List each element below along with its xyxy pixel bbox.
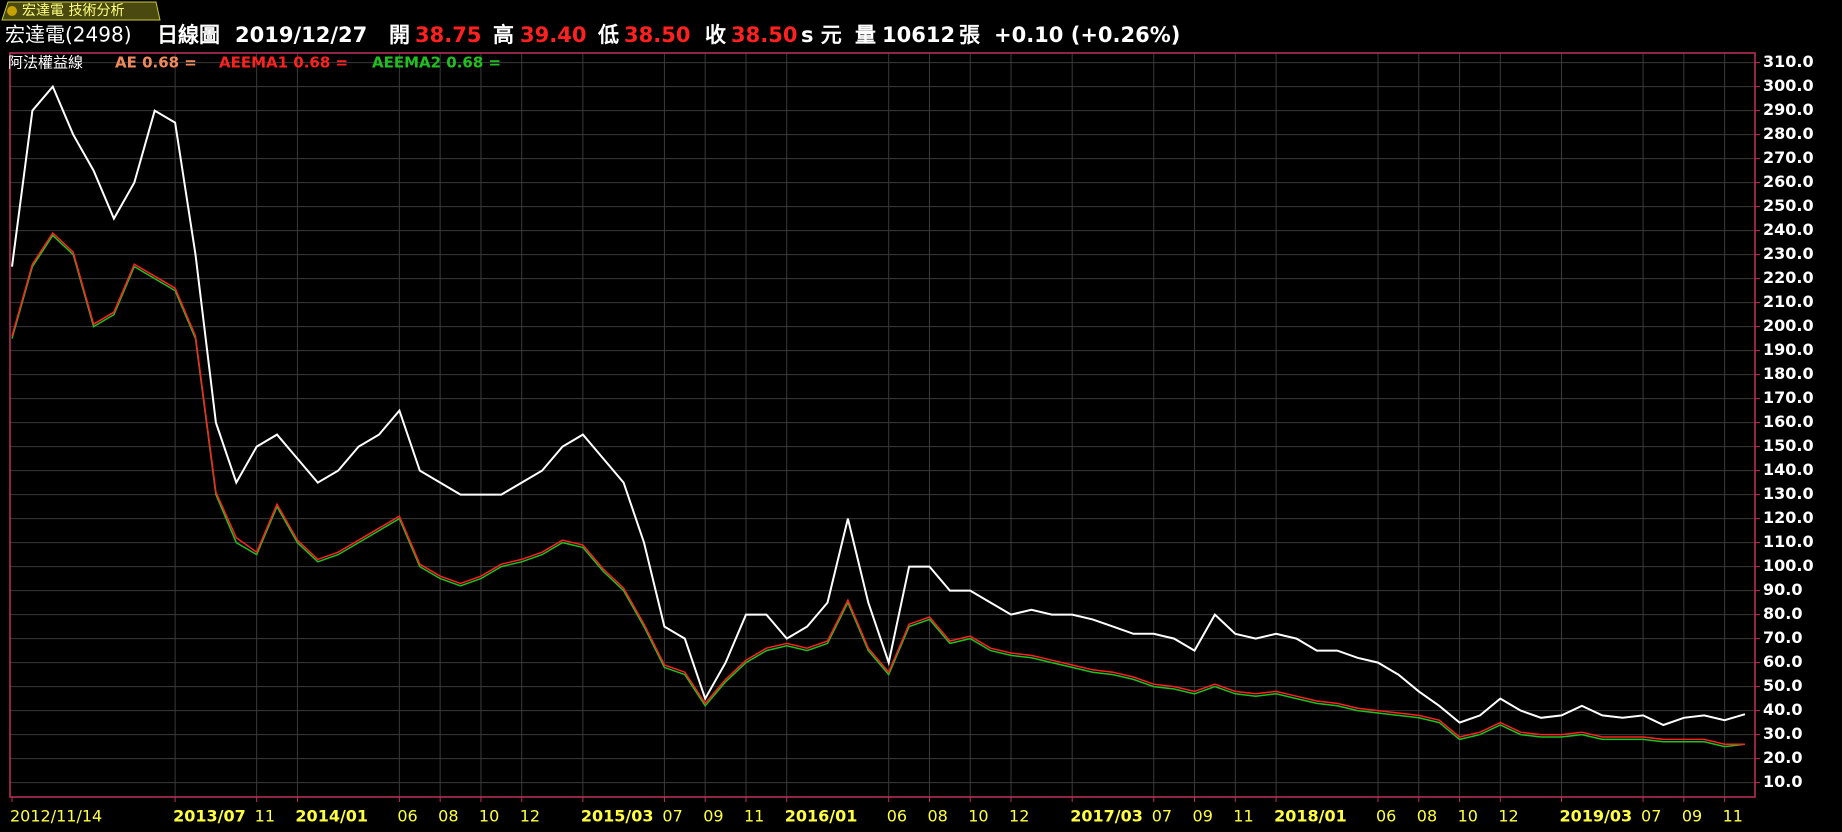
y-tick-label: 50.0 [1763,676,1802,695]
x-tick-label: 11 [744,807,764,826]
x-tick-label: 11 [1233,807,1253,826]
x-tick-label: 2019/03 [1560,807,1633,826]
y-tick-label: 60.0 [1763,652,1802,671]
period: 日線圖 [157,23,220,47]
y-tick-label: 160.0 [1763,412,1814,431]
y-tick-label: 180.0 [1763,364,1814,383]
chart-title: 阿法權益線 [8,54,83,72]
x-tick-label: 06 [887,807,907,826]
symbol: 宏達電(2498) [5,23,132,47]
legend-entry: AEEMA1 0.68 = [219,54,348,72]
y-tick-label: 240.0 [1763,220,1814,239]
x-tick-label: 08 [438,807,458,826]
x-tick-label: 2014/01 [295,807,368,826]
legend-entry: AE 0.68 = [115,54,197,72]
x-tick-label: 2012/11/14 [10,807,102,826]
date: 2019/12/27 [235,23,367,47]
y-tick-label: 220.0 [1763,268,1814,287]
y-tick-label: 310.0 [1763,52,1814,71]
low-label: 低 [597,23,619,47]
x-tick-label: 10 [479,807,499,826]
y-tick-label: 40.0 [1763,700,1802,719]
y-tick-label: 70.0 [1763,628,1802,647]
header: 宏達電(2498) 日線圖 2019/12/27 開 38.75 高 39.40… [5,23,1180,48]
x-tick-label: 12 [520,807,540,826]
y-tick-label: 110.0 [1763,532,1814,551]
x-tick-label: 09 [1193,807,1213,826]
x-tick-label: 07 [1641,807,1661,826]
high: 39.40 [520,23,586,47]
series-line [11,234,1746,748]
y-tick-label: 100.0 [1763,556,1814,575]
volume-unit: 張 [959,23,981,47]
y-tick-label: 230.0 [1763,244,1814,263]
tab[interactable] [1,1,161,21]
series-line [11,231,1745,745]
y-tick-label: 300.0 [1763,76,1814,95]
x-tick-label: 10 [1458,807,1478,826]
y-tick-label: 270.0 [1763,148,1814,167]
y-tick-label: 210.0 [1763,292,1814,311]
y-tick-label: 120.0 [1763,508,1814,527]
close: 38.50 [731,23,797,47]
x-tick-label: 08 [927,807,947,826]
x-tick-label: 11 [1723,807,1743,826]
x-tick-label: 2013/07 [173,807,246,826]
x-tick-label: 07 [1152,807,1172,826]
tab-title[interactable]: 宏達電 技術分析 [22,3,124,19]
x-tick-label: 2017/03 [1070,807,1143,826]
plot-frame [9,52,1756,798]
y-tick-label: 90.0 [1763,580,1802,599]
change: +0.10 (+0.26%) [994,23,1180,47]
high-label: 高 [493,23,514,47]
unit: s 元 [801,23,842,47]
series-line [11,84,1746,727]
y-tick-label: 170.0 [1763,388,1814,407]
x-tick-label: 09 [1682,807,1702,826]
x-tick-label: 07 [662,807,682,826]
open: 38.75 [415,23,481,47]
y-tick-label: 200.0 [1763,316,1814,335]
y-tick-label: 130.0 [1763,484,1814,503]
x-tick-label: 12 [1009,807,1029,826]
x-tick-label: 12 [1498,807,1518,826]
x-tick-label: 10 [968,807,988,826]
x-tick-label: 08 [1417,807,1437,826]
y-tick-label: 150.0 [1763,436,1814,455]
x-tick-label: 11 [255,807,275,826]
volume: 10612 [882,23,955,47]
x-tick-label: 2016/01 [785,807,858,826]
x-tick-label: 2015/03 [581,807,654,826]
close-label: 收 [705,23,726,47]
plot: 10.0 20.0 30.0 40.0 50.0 60.0 70.0 80.0 90.0 100.… [8,52,1814,825]
y-tick-label: 280.0 [1763,124,1814,143]
y-tick-label: 30.0 [1763,724,1802,743]
y-tick-label: 140.0 [1763,460,1814,479]
volume-label: 量 [855,23,876,47]
x-tick-label: 06 [1376,807,1396,826]
x-tick-label: 06 [397,807,417,826]
tab-icon [7,6,17,16]
low: 38.50 [624,23,690,47]
x-tick-label: 2018/01 [1274,807,1347,826]
legend-entry: AEEMA2 0.68 = [372,54,501,72]
x-tick-label: 09 [703,807,723,826]
y-tick-label: 290.0 [1763,100,1814,119]
y-tick-label: 10.0 [1763,772,1802,791]
y-tick-label: 250.0 [1763,196,1814,215]
y-tick-label: 260.0 [1763,172,1814,191]
y-tick-label: 80.0 [1763,604,1802,623]
y-tick-label: 20.0 [1763,748,1802,767]
y-tick-label: 190.0 [1763,340,1814,359]
open-label: 開 [389,23,410,47]
